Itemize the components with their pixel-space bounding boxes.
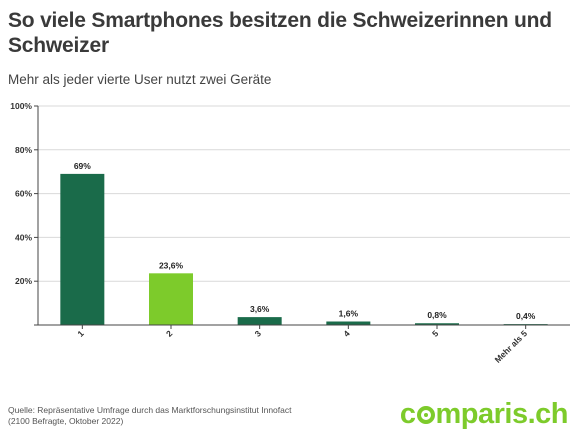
y-tick-label: 60% xyxy=(15,189,32,199)
data-label: 69% xyxy=(74,161,91,171)
data-label: 1,6% xyxy=(339,308,359,318)
data-label: 0,8% xyxy=(427,310,447,320)
bar xyxy=(60,173,105,325)
x-tick-label: 2 xyxy=(164,328,175,339)
x-tick-label: Mehr als 5 xyxy=(493,328,530,365)
bar xyxy=(149,273,193,325)
source-line-2: (2100 Befragte, Oktober 2022) xyxy=(8,416,124,426)
source-note: Quelle: Repräsentative Umfrage durch das… xyxy=(8,405,291,427)
bars xyxy=(60,173,548,325)
data-label: 23,6% xyxy=(159,260,184,270)
bar-chart: 20% 40% 60% 80% 100% 69% 23,6% 3,6% 1,6% 0,8% 0,4… xyxy=(10,101,570,365)
y-tick-label: 80% xyxy=(15,145,32,155)
data-label: 0,4% xyxy=(516,311,536,321)
data-label: 3,6% xyxy=(250,304,270,314)
bar xyxy=(326,321,371,325)
bar xyxy=(237,317,282,325)
source-line-1: Quelle: Repräsentative Umfrage durch das… xyxy=(8,405,292,415)
y-tick-label: 20% xyxy=(15,276,32,286)
x-tick-label: 5 xyxy=(430,328,441,339)
chart-title: So viele Smartphones besitzen die Schwei… xyxy=(8,9,552,57)
chart-subtitle: Mehr als jeder vierte User nutzt zwei Ge… xyxy=(8,72,272,87)
x-tick-label: 4 xyxy=(341,328,352,339)
y-tick-label: 100% xyxy=(10,101,32,111)
y-tick-label: 40% xyxy=(15,232,32,242)
logo-text-start: c xyxy=(399,398,416,430)
y-axis-ticks: 20% 40% 60% 80% 100% xyxy=(10,101,38,326)
gridlines xyxy=(38,105,570,282)
comparis-logo: c mparis.ch xyxy=(399,398,569,431)
x-axis-ticks: 1 2 3 4 5 Mehr als 5 xyxy=(75,325,529,365)
value-labels: 69% 23,6% 3,6% 1,6% 0,8% 0,4% xyxy=(74,161,536,321)
x-tick-label: 3 xyxy=(253,328,264,339)
x-tick-label: 1 xyxy=(75,328,86,339)
logo-o-mark-icon xyxy=(416,406,435,424)
bar xyxy=(415,323,459,325)
logo-text-end: mparis.ch xyxy=(435,398,569,430)
